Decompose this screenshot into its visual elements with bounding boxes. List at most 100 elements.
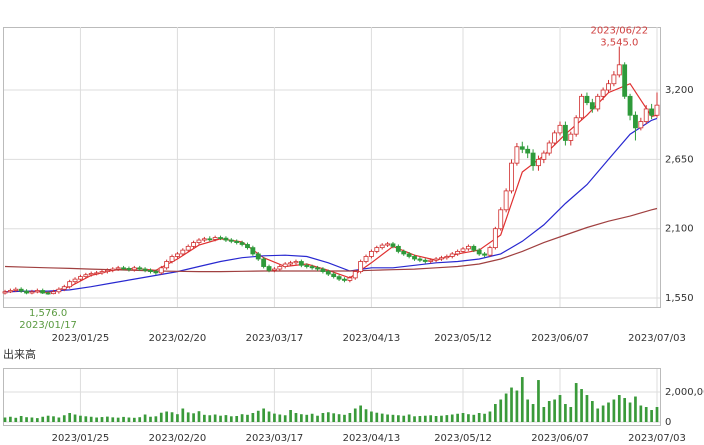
candle-body	[56, 288, 62, 293]
volume-bar	[95, 417, 98, 422]
volume-bar	[159, 412, 163, 422]
candle-body	[131, 267, 137, 271]
volume-bar	[186, 412, 190, 422]
volume-bar	[19, 416, 23, 422]
candle-body	[514, 146, 520, 164]
x-tick-label: 2023/01/25	[52, 433, 110, 444]
candle-body	[627, 95, 633, 116]
volume-bar	[391, 414, 395, 422]
volume-bar	[41, 416, 45, 422]
max-value-label: 3,545.0	[600, 38, 638, 49]
volume-bar	[413, 416, 416, 422]
volume-bar	[542, 407, 546, 422]
volume-bar	[644, 407, 648, 422]
candle-body	[191, 242, 197, 247]
volume-bar	[203, 414, 206, 422]
candle-body	[88, 273, 94, 276]
candle-body	[315, 267, 320, 270]
volume-bar	[423, 415, 427, 422]
candle-body	[99, 271, 105, 274]
candle-body	[611, 74, 617, 85]
candle-body	[643, 108, 649, 122]
volume-bar	[106, 416, 109, 422]
volume-bar	[472, 414, 476, 422]
volume-bar	[375, 412, 379, 422]
x-tick-label: 2023/02/20	[149, 433, 207, 444]
candle-body	[492, 228, 498, 249]
volume-bar	[337, 414, 341, 422]
volume-bar	[267, 411, 271, 422]
x-tick-label: 2023/02/20	[149, 333, 207, 344]
volume-bar	[176, 414, 179, 422]
volume-bar	[380, 413, 384, 422]
candle-body	[509, 162, 514, 192]
moving-average-line	[4, 207, 658, 273]
candle-body	[557, 124, 563, 134]
volume-bar	[456, 413, 459, 422]
volume-bar	[467, 414, 470, 422]
volume-bar	[461, 413, 465, 422]
candle-body	[379, 244, 385, 249]
volume-panel-frame	[3, 368, 661, 426]
volume-bar	[79, 415, 82, 422]
volume-bar	[585, 395, 589, 422]
volume-bar	[132, 417, 136, 422]
volume-bar	[440, 415, 443, 422]
candle-body	[288, 262, 294, 265]
volume-bar	[397, 415, 400, 422]
candle-body	[218, 237, 223, 239]
volume-bar	[251, 413, 255, 422]
y-tick-label: 2,100	[665, 224, 694, 235]
candle-body	[115, 267, 121, 270]
volume-bar	[520, 377, 524, 422]
candle-body	[546, 142, 552, 154]
candle-body	[72, 278, 78, 283]
candle-body	[465, 245, 471, 250]
candle-body	[164, 261, 170, 269]
volume-bar	[601, 405, 605, 422]
volume-bar	[73, 414, 77, 422]
volume-bar	[553, 399, 556, 422]
candle-body	[428, 259, 434, 262]
candle-body	[261, 258, 267, 267]
candle-body	[298, 261, 304, 266]
candle-body	[385, 243, 390, 246]
candle-body	[606, 83, 611, 91]
volume-bar	[46, 415, 50, 422]
candle-body	[401, 251, 407, 255]
volume-bar	[213, 414, 217, 422]
candle-body	[471, 245, 477, 251]
volume-bar	[181, 408, 185, 422]
candle-body	[633, 114, 638, 129]
candle-body	[104, 269, 110, 272]
candle-body	[342, 278, 347, 281]
candle-body	[153, 271, 159, 274]
volume-bar	[84, 416, 88, 422]
candle-body	[368, 251, 374, 257]
volume-bar	[111, 417, 115, 422]
x-tick-label: 2023/03/17	[246, 333, 304, 344]
candle-body	[358, 261, 364, 272]
candle-body	[449, 253, 455, 257]
volume-bar	[634, 396, 637, 422]
volume-bar	[499, 399, 503, 422]
volume-bar	[348, 413, 352, 422]
volume-bar	[143, 414, 147, 422]
candle-body	[137, 267, 143, 270]
candle-body	[61, 286, 67, 290]
x-tick-label: 2023/06/07	[531, 333, 589, 344]
candle-body	[142, 268, 148, 271]
volume-bar	[515, 390, 519, 422]
candle-body	[45, 292, 51, 295]
candle-body	[83, 274, 89, 278]
candle-body	[223, 237, 229, 241]
volume-bar	[569, 407, 573, 422]
x-tick-label: 2023/07/03	[628, 333, 686, 344]
volume-bar	[526, 399, 530, 422]
volume-bar	[494, 404, 497, 422]
candle-body	[525, 148, 531, 154]
volume-bar	[607, 402, 610, 422]
candle-body	[476, 249, 482, 255]
volume-bar	[547, 401, 551, 422]
volume-bar	[278, 414, 282, 422]
